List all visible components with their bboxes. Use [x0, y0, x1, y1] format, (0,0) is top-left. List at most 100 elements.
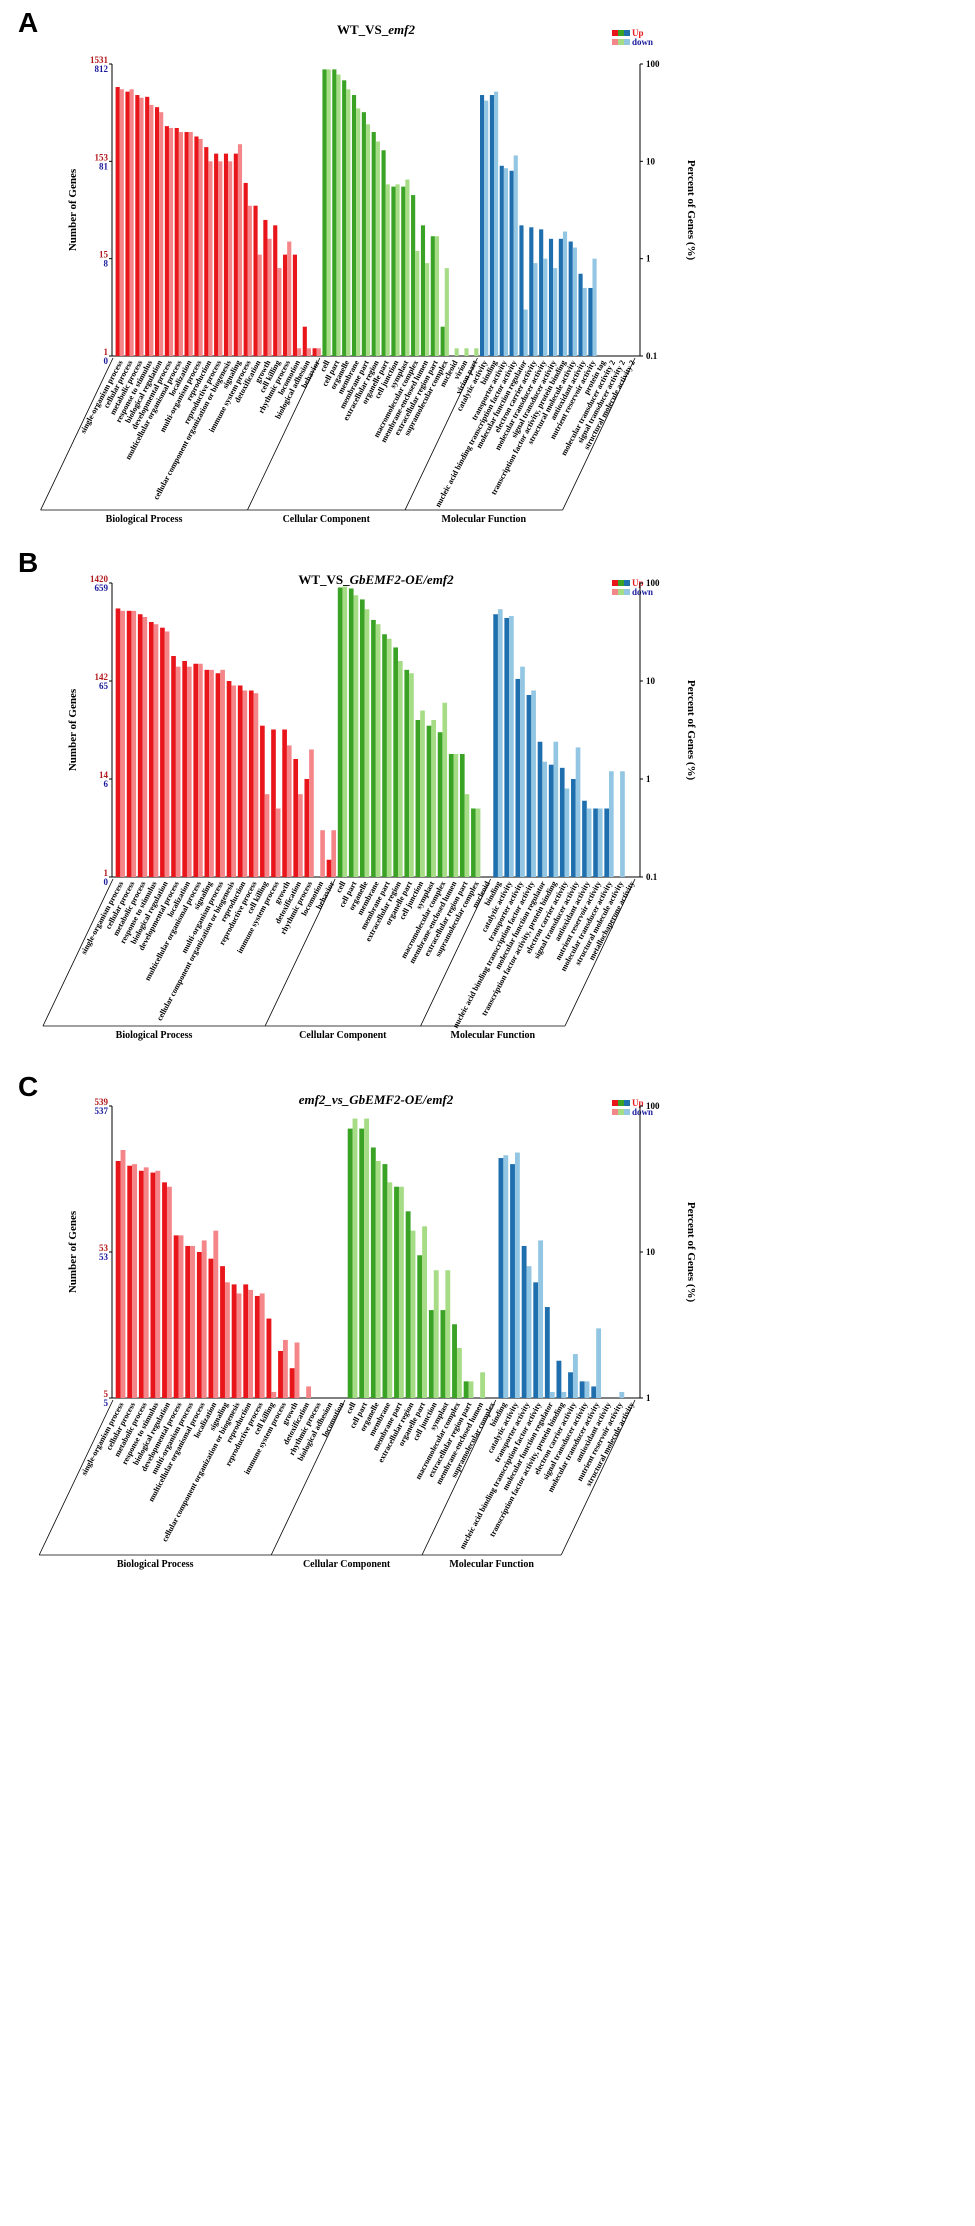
- bar-up: [312, 348, 317, 356]
- bar-up: [271, 729, 276, 877]
- bar-up: [382, 1164, 388, 1398]
- bar-down: [453, 753, 459, 877]
- bar-down: [164, 631, 170, 877]
- bar-up: [578, 273, 583, 356]
- bar-down: [309, 749, 314, 877]
- bar-up: [220, 1266, 225, 1398]
- group-divider: [42, 878, 114, 1027]
- legend-swatch-down: [624, 39, 630, 45]
- bar-down: [409, 673, 414, 877]
- group-divider: [560, 1399, 636, 1556]
- bar-down: [275, 808, 281, 877]
- bar-down: [582, 287, 587, 356]
- bar-up: [254, 1295, 260, 1398]
- bar-down: [264, 794, 270, 877]
- bar-down: [464, 794, 470, 877]
- bar-down: [385, 184, 390, 356]
- group-label: Biological Process: [117, 1559, 194, 1570]
- bar-down: [364, 609, 370, 877]
- bar-up: [126, 610, 132, 877]
- bar-up: [243, 182, 248, 356]
- bar-up: [401, 186, 406, 356]
- left-tick-label-down: 6: [104, 779, 109, 789]
- bar-up: [571, 779, 576, 877]
- bar-down: [433, 1270, 439, 1398]
- bar-down: [336, 74, 341, 356]
- bar-down: [526, 1266, 532, 1398]
- legend-swatch-up: [618, 30, 624, 36]
- left-tick-label-up: 15: [99, 250, 109, 260]
- bar-up: [539, 229, 544, 356]
- bar-up: [499, 165, 504, 356]
- group-divider: [562, 357, 636, 511]
- bar-down: [513, 155, 518, 356]
- bar-down: [259, 1293, 265, 1398]
- bar-down: [131, 610, 137, 877]
- bar-down: [584, 1381, 590, 1398]
- bar-down: [386, 638, 392, 877]
- bar-up: [440, 1310, 446, 1398]
- bar-up: [226, 681, 232, 877]
- bar-up: [182, 660, 187, 877]
- bar-down: [596, 1328, 602, 1398]
- bar-up: [498, 1158, 504, 1398]
- bar-up: [556, 1360, 562, 1398]
- bar-down: [533, 263, 538, 356]
- bar-up: [480, 95, 485, 357]
- bar-down: [213, 1230, 219, 1398]
- chart-title-italic: emf2_vs_GbEMF2-OE/emf2: [299, 1092, 454, 1107]
- legend-swatch-down: [624, 1109, 630, 1115]
- bar-up: [591, 1386, 597, 1398]
- bar-down: [444, 268, 449, 356]
- bar-down: [277, 268, 282, 356]
- bar-down: [619, 1391, 625, 1398]
- bar-up: [184, 132, 189, 356]
- bar-up: [568, 1372, 573, 1398]
- bar-up: [411, 195, 416, 356]
- bar-down: [514, 1152, 520, 1398]
- bar-up: [289, 1368, 295, 1398]
- group-divider: [404, 357, 478, 511]
- bar-up: [127, 1165, 133, 1398]
- bar-up: [278, 1350, 283, 1398]
- bar-up: [171, 655, 176, 877]
- bar-up: [125, 91, 130, 357]
- right-tick-label: 10: [646, 1247, 656, 1257]
- right-tick-label: 10: [646, 676, 656, 686]
- bar-down: [431, 719, 436, 877]
- bar-up: [263, 219, 268, 356]
- bar-up: [215, 673, 221, 877]
- legend-swatch-down: [612, 1109, 618, 1115]
- bar-down: [474, 348, 479, 356]
- bar-up: [194, 136, 199, 356]
- bar-down: [365, 124, 371, 356]
- group-divider: [270, 1399, 346, 1556]
- bar-down: [597, 808, 603, 877]
- bar-down: [445, 1270, 451, 1398]
- bar-up: [174, 128, 179, 356]
- legend-swatch-down: [618, 1109, 624, 1115]
- chart-title-prefix: WT_VS_: [298, 572, 350, 587]
- bar-down: [253, 693, 259, 877]
- bar-up: [417, 1255, 423, 1398]
- bar-down: [410, 1230, 416, 1398]
- bar-up: [515, 678, 521, 877]
- bar-down: [564, 788, 570, 877]
- bar-up: [326, 859, 332, 877]
- bar-down: [422, 1226, 428, 1398]
- legend-swatch-up: [624, 580, 630, 586]
- legend-up-label: Up: [632, 1098, 644, 1108]
- left-tick-label-up: 5: [104, 1389, 109, 1399]
- right-tick-label: 1: [646, 254, 651, 264]
- left-tick-label-up: 153: [95, 152, 109, 162]
- bar-down: [271, 1391, 277, 1398]
- bar-up: [208, 1258, 214, 1398]
- left-tick-label-down: 812: [95, 64, 109, 74]
- bar-down: [549, 1391, 555, 1398]
- bar-up: [342, 80, 347, 357]
- bar-up: [243, 1284, 249, 1398]
- bar-down: [326, 69, 331, 356]
